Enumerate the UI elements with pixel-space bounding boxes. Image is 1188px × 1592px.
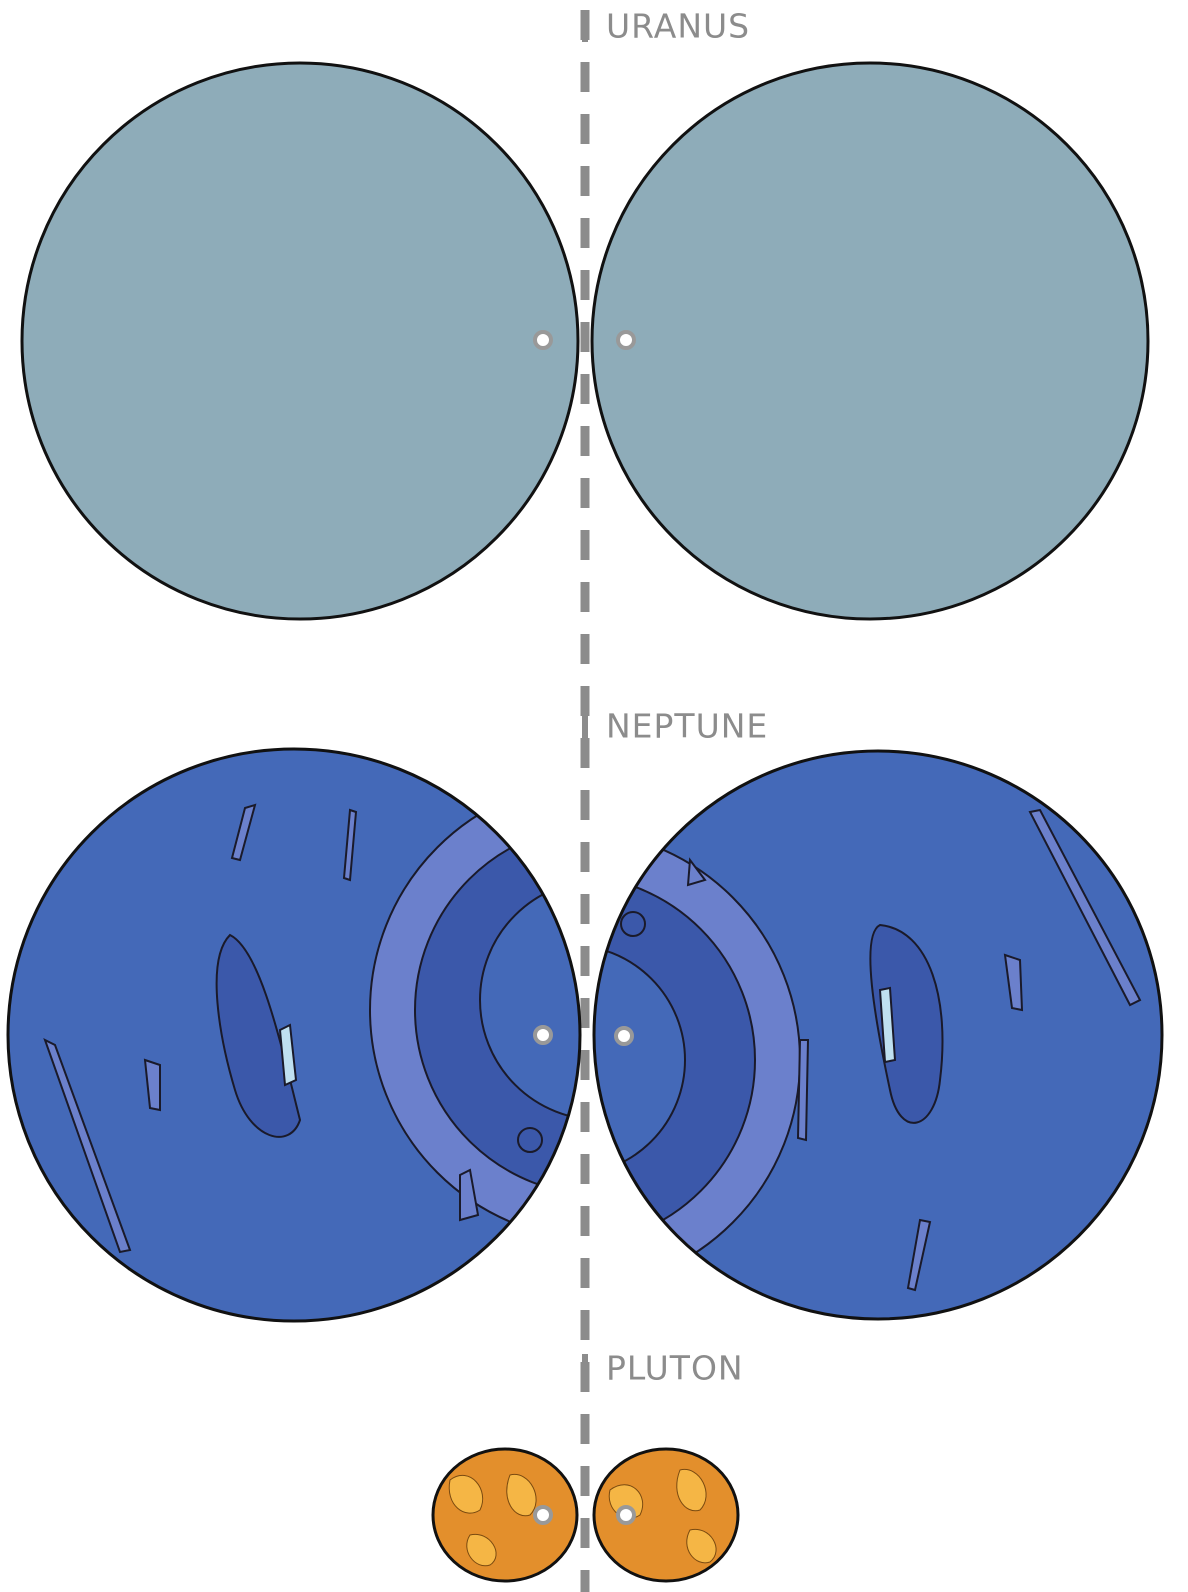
label-bar [582,12,588,42]
label: NEPTUNE [606,707,768,746]
pole-dot [533,330,553,350]
pluto-left-outline [431,1447,579,1583]
neptune-right-outline [592,749,1164,1321]
neptune-left [8,749,580,1321]
label: URANUS [606,7,750,46]
label: PLUTON [606,1349,744,1388]
pluto-left [433,1449,577,1581]
uranus-left [20,61,580,621]
label-bar [582,1354,588,1384]
pole-dot [616,330,636,350]
uranus-right [590,61,1150,621]
pole-dot [533,1025,553,1045]
pole-dot [614,1026,634,1046]
pole-dot [533,1505,553,1525]
neptune-left-outline [6,747,582,1323]
pluto-right-outline [592,1447,740,1583]
label-bar [582,712,588,742]
neptune-right [594,751,1162,1319]
pole-dot [616,1505,636,1525]
